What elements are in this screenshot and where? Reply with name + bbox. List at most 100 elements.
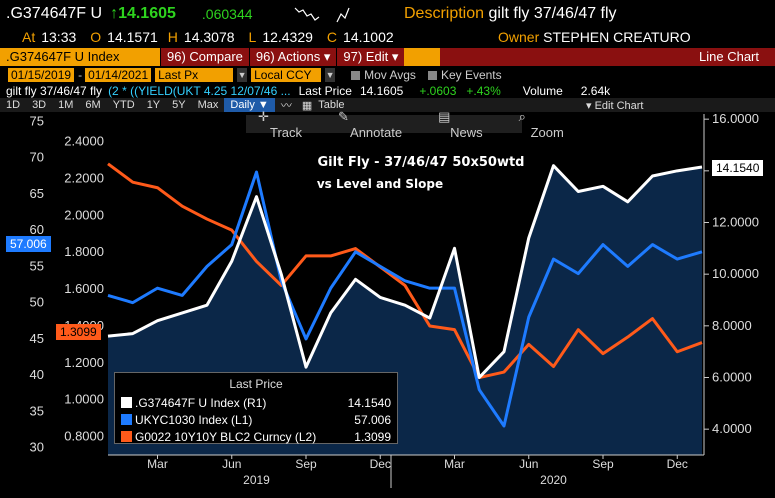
field-select[interactable]: Last Px xyxy=(155,68,234,82)
edit-button[interactable]: 97) Edit ▾ xyxy=(336,48,405,66)
info-pct: +.43% xyxy=(466,84,501,98)
low-value: 12.4329 xyxy=(262,29,313,45)
quote-header: .G374647F U ↑14.1605 .060344 Description… xyxy=(0,0,775,28)
axis-tick-label: 50 xyxy=(30,295,44,310)
mov-avgs-label: Mov Avgs xyxy=(364,68,416,82)
axis-tick-label: 2.4000 xyxy=(64,134,104,149)
edit-chart-button[interactable]: ▾ Edit Chart xyxy=(586,99,644,112)
axis-tick-label: 16.0000 xyxy=(712,112,759,126)
swatch-icon xyxy=(121,397,132,408)
line-chart-label: Line Chart xyxy=(440,48,775,66)
axis-tick-label: 6.0000 xyxy=(712,370,752,385)
chart-subtitle: vs Level and Slope xyxy=(317,177,443,191)
legend: Last Price .G374647F U Index (R1) 14.154… xyxy=(114,372,398,444)
axis-tick-label: 4.0000 xyxy=(712,421,752,436)
x-tick-label: Sep xyxy=(592,457,614,471)
axis-tick-label: 1.8000 xyxy=(64,244,104,259)
period-toolbar: 1D 3D 1M 6M YTD 1Y 5Y Max Daily ▼ 〰 ▦ Ta… xyxy=(0,98,775,112)
period-1d[interactable]: 1D xyxy=(6,99,21,111)
description: Description gilt fly 37/46/47 fly xyxy=(404,5,617,22)
mov-avgs-checkbox[interactable] xyxy=(351,70,361,80)
info-volume: 2.64k xyxy=(580,84,611,98)
open-value: 14.1571 xyxy=(107,29,158,45)
axis-tick-label: 1.0000 xyxy=(64,392,104,407)
axis-tick-label: 35 xyxy=(30,403,44,418)
net-change: .060344 xyxy=(201,6,253,22)
chart-title: Gilt Fly - 37/46/47 50x50wtd xyxy=(318,155,525,170)
zoom-tool[interactable]: ⌕ Zoom xyxy=(518,108,564,140)
info-change: +.0603 xyxy=(419,84,457,98)
compare-button[interactable]: 96) Compare xyxy=(160,48,249,66)
white-value-tag: 14.1540 xyxy=(712,160,764,176)
blue-value-tag: 57.006 xyxy=(6,236,51,252)
frequency-select[interactable]: Daily ▼ xyxy=(224,98,275,112)
axis-tick-label: 1.6000 xyxy=(64,281,104,296)
x-year-label: 2020 xyxy=(540,473,567,487)
command-bar: .G374647F U Index 96) Compare 96) Action… xyxy=(0,48,775,66)
time: 13:33 xyxy=(41,29,77,45)
axis-tick-label: 40 xyxy=(30,367,44,382)
parameters-row: 01/15/2019 - 01/14/2021 Last Px ▼ Local … xyxy=(0,67,775,83)
series-line-white xyxy=(107,164,703,379)
legend-title: Last Price xyxy=(229,377,283,391)
axis-tick-label: 65 xyxy=(30,186,44,201)
close-value: 14.1002 xyxy=(343,29,394,45)
axis-tick-label: 12.0000 xyxy=(712,215,759,230)
x-tick-label: Jun xyxy=(519,457,538,471)
ticker: .G374647F U xyxy=(6,5,103,22)
security-name: gilt fly 37/46/47 fly xyxy=(6,84,103,98)
axis-tick-label: 2.2000 xyxy=(64,171,104,186)
key-events-checkbox[interactable] xyxy=(427,70,437,80)
period-3d[interactable]: 3D xyxy=(32,99,47,111)
track-tool[interactable]: ✛ Track xyxy=(258,108,303,140)
legend-item: UKYC1030 Index (L1) 57.006 xyxy=(115,411,397,428)
axis-tick-label: 30 xyxy=(30,440,44,455)
axis-tick-label: 75 xyxy=(30,113,44,128)
annotate-tool[interactable]: ✎ Annotate xyxy=(338,108,403,140)
info-last-price: 14.1605 xyxy=(359,84,404,98)
axis-tick-label: 45 xyxy=(30,331,44,346)
x-year-label: 2019 xyxy=(243,473,270,487)
x-tick-label: Sep xyxy=(295,457,317,471)
series-line-blue xyxy=(107,170,703,428)
table-icon: ▦ xyxy=(301,99,313,112)
table-button[interactable]: Table xyxy=(318,99,345,111)
last-price: ↑14.1605 xyxy=(110,5,176,22)
start-date-input[interactable]: 01/15/2019 xyxy=(8,68,75,82)
owner: Owner STEPHEN CREATURO xyxy=(498,29,691,45)
x-tick-label: Jun xyxy=(222,457,241,471)
line-chart-icon[interactable]: 〰 xyxy=(280,100,292,112)
news-tool[interactable]: ▤ News xyxy=(438,108,483,140)
x-tick-label: Mar xyxy=(444,457,465,471)
axis-tick-label: 1.2000 xyxy=(64,355,104,370)
axis-tick-label: 60 xyxy=(30,222,44,237)
series-line-orange xyxy=(107,162,703,380)
period-1m[interactable]: 1M xyxy=(58,99,74,111)
ohlc-row: At 13:33 O 14.1571 H 14.3078 L 12.4329 C… xyxy=(22,29,691,45)
period-max[interactable]: Max xyxy=(197,99,219,111)
orange-value-tag: 1.3099 xyxy=(56,324,101,340)
axis-tick-label: 2.0000 xyxy=(64,207,104,222)
actions-button[interactable]: 96) Actions ▾ xyxy=(248,48,337,66)
period-1y[interactable]: 1Y xyxy=(146,99,161,111)
axis-tick-label: 70 xyxy=(30,150,44,165)
key-events-label: Key Events xyxy=(440,68,502,82)
axis-tick-label: 55 xyxy=(30,258,44,273)
swatch-icon xyxy=(121,431,132,442)
sparkline-icon xyxy=(294,7,350,23)
chevron-down-icon[interactable]: ▼ xyxy=(237,68,248,82)
x-tick-label: Mar xyxy=(147,457,168,471)
legend-item: G0022 10Y10Y BLC2 Curncy (L2) 1.3099 xyxy=(115,428,397,445)
end-date-input[interactable]: 01/14/2021 xyxy=(85,68,152,82)
swatch-icon xyxy=(121,414,132,425)
period-6m[interactable]: 6M xyxy=(85,99,101,111)
info-row: gilt fly 37/46/47 fly (2 * ((YIELD(UKT 4… xyxy=(6,84,611,98)
period-ytd[interactable]: YTD xyxy=(112,99,135,111)
chart-tools: ✛ Track ✎ Annotate ▤ News ⌕ Zoom xyxy=(246,109,564,140)
high-value: 14.3078 xyxy=(183,29,235,45)
period-5y[interactable]: 5Y xyxy=(172,99,186,111)
chevron-down-icon[interactable]: ▼ xyxy=(325,68,336,82)
currency-select[interactable]: Local CCY xyxy=(251,68,322,82)
security-field[interactable]: .G374647F U Index xyxy=(0,48,160,66)
formula: (2 * ((YIELD(UKT 4.25 12/07/46 ... xyxy=(108,84,291,98)
